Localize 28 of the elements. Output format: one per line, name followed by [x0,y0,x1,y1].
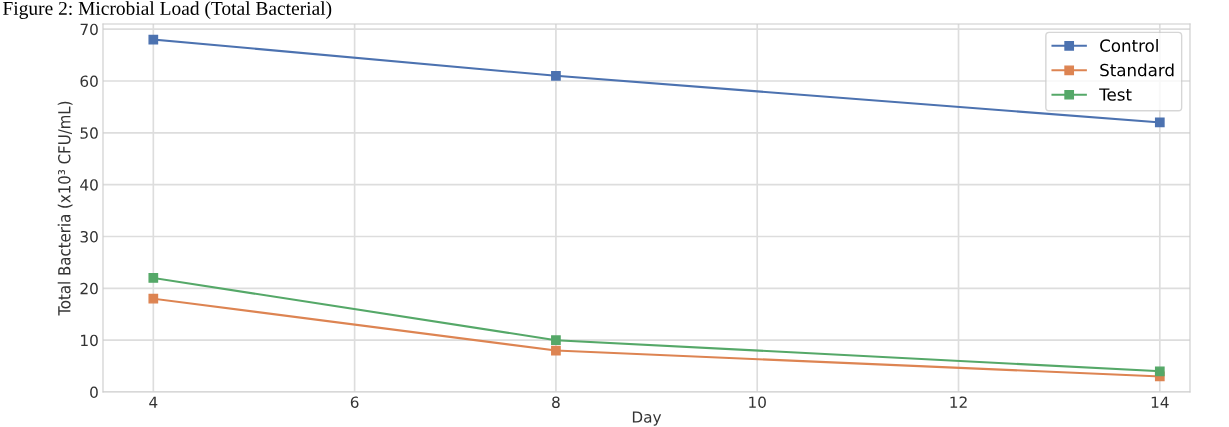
y-tick-label: 50 [80,127,98,139]
y-tick-label: 60 [80,75,98,88]
y-tick-label: 10 [81,334,98,347]
x-tick-label: 4 [149,396,158,408]
y-tick-label: 30 [80,230,98,243]
legend-label: Standard [1100,63,1174,77]
point [148,293,159,304]
point [1154,117,1165,128]
chart-title: Figure 2: Microbial Load (Total Bacterial) [3,1,332,19]
point [1154,366,1165,377]
x-tick-label: 8 [552,396,560,408]
y-tick-label: 70 [80,23,98,36]
legend-label: Control [1100,39,1158,52]
x-tick-label: 12 [950,396,967,408]
point [551,335,561,346]
y-tick-label: 0 [90,386,98,399]
point [551,70,561,81]
y-tick-label: 40 [80,179,98,191]
y-tick-label: 20 [80,282,98,295]
point [148,273,159,283]
point [148,34,159,45]
x-axis-title: Day [632,411,662,426]
x-tick-label: 14 [1151,396,1169,408]
legend-label: Test [1099,88,1132,101]
x-tick-label: 10 [749,396,766,408]
x-tick-label: 6 [350,396,359,408]
point [551,345,561,356]
y-axis-title: Total Bacteria (x10³ CFU/mL) [57,101,73,316]
